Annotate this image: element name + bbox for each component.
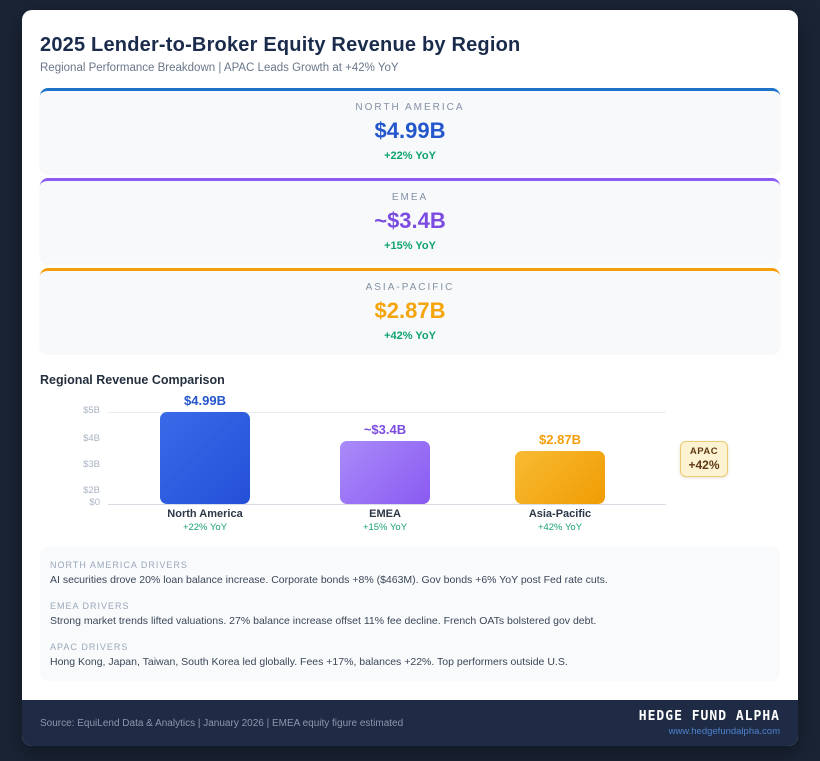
page-title: 2025 Lender-to-Broker Equity Revenue by … <box>40 34 521 56</box>
page-subtitle: Regional Performance Breakdown | APAC Le… <box>40 62 399 74</box>
bar-value-label: ~$3.4B <box>363 422 407 437</box>
bar-category-label: North America <box>167 508 243 520</box>
y-axis-tick: $3B <box>83 459 100 470</box>
bar-delta-label: +42% YoY <box>537 522 583 533</box>
bar-category-label: EMEA <box>369 508 401 520</box>
y-axis-tick: $4B <box>83 433 100 444</box>
chart-title: Regional Revenue Comparison <box>40 373 225 387</box>
y-axis-tick: $2B <box>83 485 100 496</box>
region-name: NORTH AMERICA <box>355 102 465 113</box>
card-content: 2025 Lender-to-Broker Equity Revenue by … <box>22 10 798 700</box>
bar-rect <box>340 441 430 504</box>
gridline <box>108 412 666 413</box>
bar-rect <box>160 412 250 504</box>
badge-value: +42% <box>688 458 720 472</box>
driver-apac: APAC DRIVERS Hong Kong, Japan, Taiwan, S… <box>50 642 770 668</box>
brand-website-link[interactable]: www.hedgefundalpha.com <box>668 726 780 737</box>
bar-emea: ~$3.4B EMEA +15% YoY <box>340 422 430 533</box>
bar-rect <box>515 451 605 504</box>
bar-north-america: $4.99B North America +22% YoY <box>160 393 250 533</box>
driver-label: EMEA DRIVERS <box>50 601 130 611</box>
bar-delta-label: +22% YoY <box>182 522 228 533</box>
region-delta: +15% YoY <box>384 240 436 252</box>
x-axis-line <box>108 504 666 505</box>
bar-value-label: $2.87B <box>539 432 581 447</box>
y-axis-tick: $0 <box>89 497 100 508</box>
brand-name: HEDGE FUND ALPHA <box>638 709 780 724</box>
stat-card-emea: EMEA ~$3.4B +15% YoY <box>40 178 780 263</box>
region-name: ASIA-PACIFIC <box>365 282 455 293</box>
bar-value-label: $4.99B <box>184 393 226 408</box>
region-value: ~$3.4B <box>374 208 446 233</box>
driver-north-america: NORTH AMERICA DRIVERS AI securities drov… <box>50 560 770 586</box>
driver-label: NORTH AMERICA DRIVERS <box>50 560 188 570</box>
drivers-panel: NORTH AMERICA DRIVERS AI securities drov… <box>40 547 780 681</box>
bar-category-label: Asia-Pacific <box>528 508 592 520</box>
bar-delta-label: +15% YoY <box>362 522 408 533</box>
region-value: $2.87B <box>374 298 446 323</box>
y-axis-tick: $5B <box>83 405 100 416</box>
bar-chart: $5B $4B $3B $2B $0 $4.99B North America … <box>40 393 780 535</box>
driver-label: APAC DRIVERS <box>50 642 129 652</box>
bar-asia-pacific: $2.87B Asia-Pacific +42% YoY <box>515 432 605 533</box>
driver-text: Strong market trends lifted valuations. … <box>50 615 597 627</box>
badge-label: APAC <box>689 446 719 457</box>
region-value: $4.99B <box>374 118 446 143</box>
apac-growth-badge: APAC +42% <box>680 441 728 477</box>
region-delta: +22% YoY <box>384 150 436 162</box>
stat-card-north-america: NORTH AMERICA $4.99B +22% YoY <box>40 88 780 173</box>
driver-text: AI securities drove 20% loan balance inc… <box>50 574 608 586</box>
stat-card-asia-pacific: ASIA-PACIFIC $2.87B +42% YoY <box>40 268 780 353</box>
footer-bar: Source: EquiLend Data & Analytics | Janu… <box>22 700 798 746</box>
driver-emea: EMEA DRIVERS Strong market trends lifted… <box>50 601 770 627</box>
infographic-card: 2025 Lender-to-Broker Equity Revenue by … <box>22 10 798 746</box>
footer-brand-block: HEDGE FUND ALPHA www.hedgefundalpha.com <box>639 709 780 737</box>
region-delta: +42% YoY <box>384 330 436 342</box>
footer-source-text: Source: EquiLend Data & Analytics | Janu… <box>40 717 404 729</box>
region-stat-cards: NORTH AMERICA $4.99B +22% YoY EMEA ~$3.4… <box>40 88 780 353</box>
driver-text: Hong Kong, Japan, Taiwan, South Korea le… <box>50 656 568 668</box>
region-name: EMEA <box>391 192 429 203</box>
